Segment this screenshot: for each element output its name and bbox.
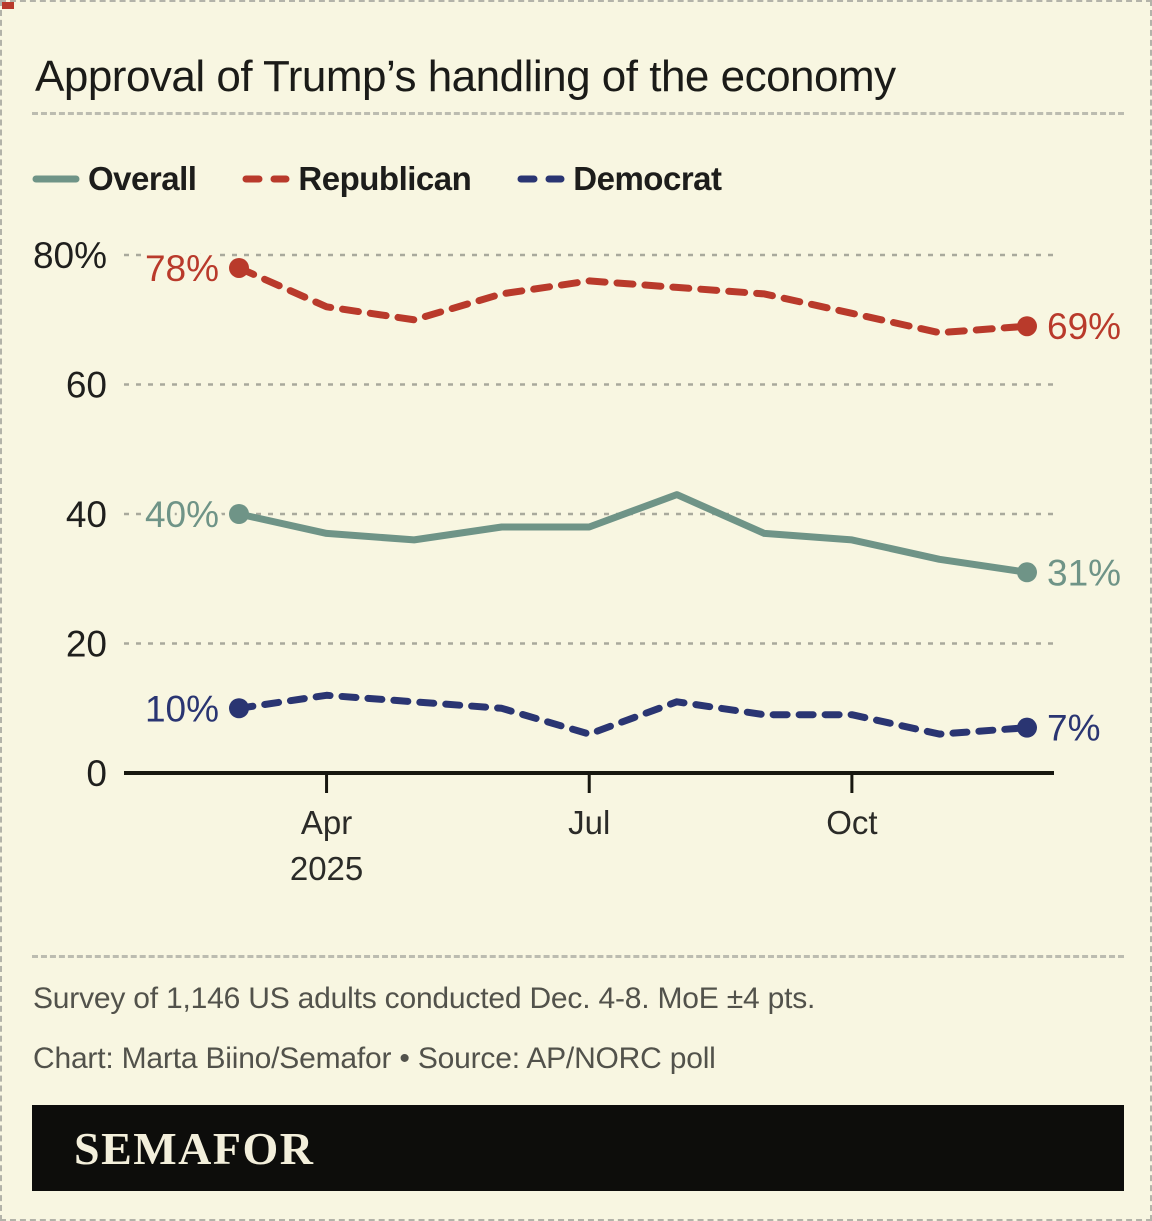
corner-artifact xyxy=(2,2,14,9)
legend-item-democrat: Democrat xyxy=(517,160,722,198)
overall-end-label: 31% xyxy=(1047,552,1121,593)
y-tick-label-40: 40 xyxy=(66,494,107,535)
series-line-democrat xyxy=(235,691,1031,738)
y-tick-label-60: 60 xyxy=(66,365,107,406)
chart-title: Approval of Trump’s handling of the econ… xyxy=(35,52,896,102)
legend-item-overall: Overall xyxy=(32,160,197,198)
legend-label: Republican xyxy=(298,160,472,197)
x-tick-label-jul: Jul xyxy=(568,804,610,841)
credit-note: Chart: Marta Biino/Semafor • Source: AP/… xyxy=(33,1042,716,1075)
y-tick-label-80: 80% xyxy=(33,235,107,276)
legend-label: Democrat xyxy=(573,160,722,197)
footer-divider xyxy=(32,955,1124,958)
overall-start-dot xyxy=(229,504,249,524)
series-line-republican xyxy=(235,264,1031,337)
republican-end-dot xyxy=(1017,316,1037,337)
x-tick-label-oct: Oct xyxy=(826,804,877,841)
y-tick-label-20: 20 xyxy=(66,624,107,665)
democrat-start-label: 10% xyxy=(145,688,219,729)
y-tick-label-0: 0 xyxy=(86,753,107,794)
democrat-end-dot xyxy=(1017,717,1037,738)
republican-end-label: 69% xyxy=(1047,306,1121,347)
logo-bar: SEMAFOR xyxy=(32,1105,1124,1191)
semafor-logo: SEMAFOR xyxy=(74,1122,315,1174)
title-divider xyxy=(32,112,1124,115)
dashed-line-swatch-icon xyxy=(242,175,290,183)
democrat-end-label: 7% xyxy=(1047,708,1100,749)
x-tick-label-apr: Apr xyxy=(301,804,352,841)
series-line-overall xyxy=(235,491,1031,576)
legend-item-republican: Republican xyxy=(242,160,472,198)
dashed-line-swatch-icon xyxy=(517,175,565,183)
solid-line-swatch-icon xyxy=(32,175,80,183)
democrat-start-dot xyxy=(229,698,249,719)
legend: Overall Republican Democrat xyxy=(32,157,722,201)
republican-start-label: 78% xyxy=(145,248,219,289)
legend-label: Overall xyxy=(88,160,197,197)
x-tick-year-label: 2025 xyxy=(290,850,363,887)
republican-start-dot xyxy=(229,257,249,278)
overall-start-label: 40% xyxy=(145,494,219,535)
survey-note: Survey of 1,146 US adults conducted Dec.… xyxy=(33,982,816,1015)
overall-end-dot xyxy=(1017,562,1037,583)
